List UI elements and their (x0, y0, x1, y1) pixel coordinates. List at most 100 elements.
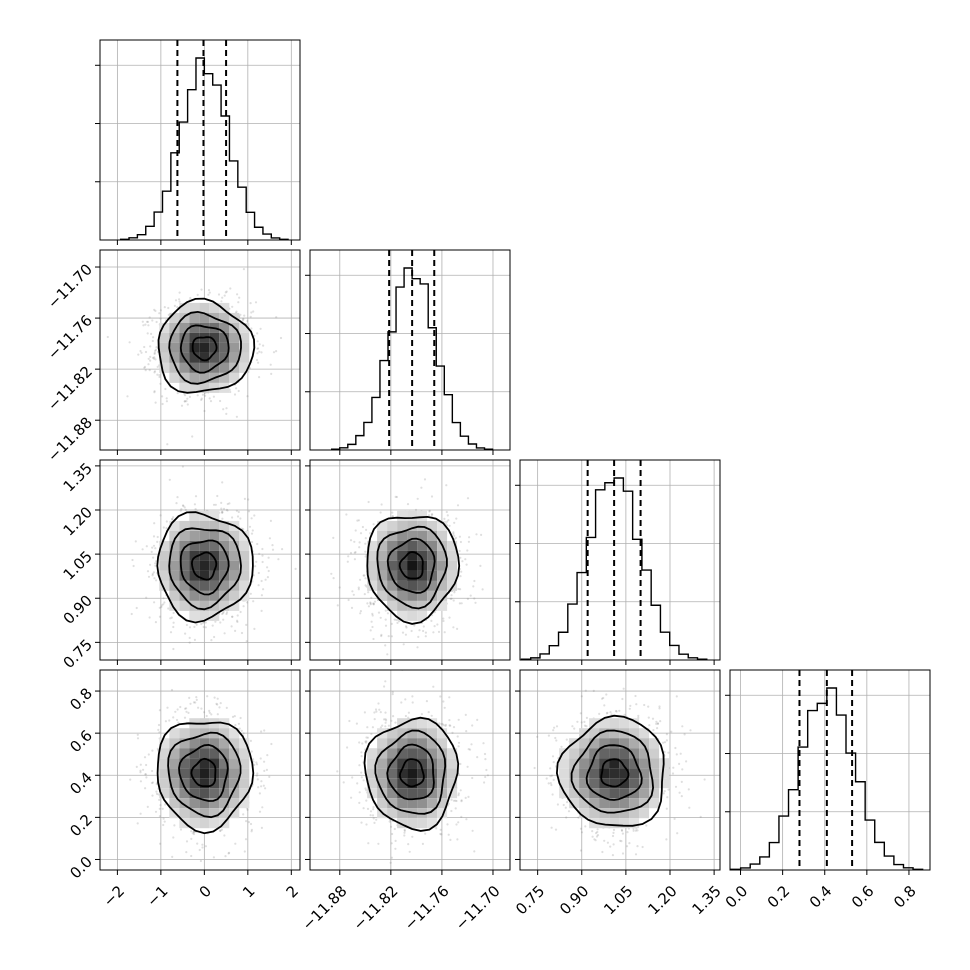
density-cell (377, 530, 388, 541)
sample-point (358, 741, 361, 744)
density-cell (199, 382, 210, 393)
sample-point (404, 633, 407, 636)
sample-point (191, 435, 194, 438)
sample-point (442, 700, 445, 703)
sample-point (216, 713, 219, 716)
sample-point (145, 776, 148, 779)
sample-point (384, 721, 387, 724)
sample-point (204, 845, 207, 848)
sample-point (367, 500, 370, 504)
density-cell (437, 600, 448, 611)
density-cell (437, 728, 448, 739)
density-cell (397, 530, 408, 541)
sample-point (403, 828, 406, 832)
sample-point (153, 371, 156, 374)
sample-point (246, 319, 249, 323)
contour-line (167, 731, 242, 819)
density-cell (367, 768, 378, 779)
density-cell (179, 570, 190, 581)
density-cell (209, 550, 220, 561)
y-tick-label: 0.0 (66, 853, 96, 883)
sample-point (658, 707, 661, 710)
sample-point (369, 532, 372, 535)
panel-frame (99, 669, 301, 871)
sample-point (154, 547, 157, 550)
sample-point (195, 698, 198, 702)
density-cell (199, 580, 210, 591)
density-cell (589, 818, 600, 829)
sample-point (579, 827, 583, 830)
sample-point (407, 843, 410, 846)
sample-point (234, 724, 237, 727)
sample-point (237, 510, 240, 514)
sample-point (189, 296, 192, 300)
density-cell (189, 312, 200, 323)
sample-point (185, 851, 188, 854)
sample-point (221, 510, 224, 513)
sample-point (465, 563, 468, 566)
sample-point (145, 763, 148, 767)
sample-point (221, 517, 224, 520)
sample-point (159, 309, 162, 312)
sample-point (236, 515, 240, 518)
sample-point (242, 268, 245, 271)
density-cell (629, 808, 640, 819)
sample-point (221, 612, 224, 616)
sample-point (145, 596, 148, 599)
density-cell (407, 540, 418, 551)
sample-point (621, 832, 625, 835)
sample-point (141, 548, 144, 551)
density-cell (209, 382, 220, 393)
sample-point (249, 739, 252, 743)
sample-point (459, 540, 462, 544)
density-cell (229, 758, 240, 769)
sample-point (364, 584, 367, 587)
sample-point (481, 588, 484, 591)
sample-point (372, 602, 375, 605)
sample-point (377, 702, 380, 705)
sample-point (580, 831, 584, 834)
contour-line (190, 551, 218, 581)
sample-point (460, 602, 463, 605)
sample-point (602, 696, 605, 700)
density-cell (407, 778, 418, 789)
sample-point (151, 356, 155, 359)
sample-point (615, 710, 618, 713)
sample-point (153, 370, 157, 373)
sample-point (211, 624, 214, 627)
sample-point (257, 347, 260, 350)
density-cell (229, 352, 240, 363)
sample-point (143, 756, 147, 759)
sample-point (172, 611, 175, 615)
density-cell (239, 738, 250, 749)
sample-point (261, 806, 264, 809)
sample-point (448, 724, 451, 727)
sample-point (663, 750, 666, 754)
density-cell (199, 758, 210, 769)
y-tick-label: 1.05 (60, 547, 96, 583)
sample-point (148, 369, 151, 372)
density-cell (589, 768, 600, 779)
sample-point (467, 540, 470, 543)
sample-point (260, 730, 263, 733)
density-cell (417, 590, 428, 601)
sample-point (612, 831, 615, 835)
sample-point (223, 632, 226, 635)
sample-point (255, 560, 258, 563)
density-cell (229, 808, 240, 819)
sample-point (665, 733, 669, 736)
sample-point (266, 576, 269, 579)
sample-point (553, 726, 556, 729)
sample-point (629, 704, 632, 708)
density-cell (199, 322, 210, 333)
sample-point (231, 615, 234, 618)
density-cell (219, 352, 230, 363)
sample-point (128, 341, 131, 344)
sample-point (611, 834, 615, 838)
density-cell (229, 600, 240, 611)
density-cell (189, 520, 200, 531)
sample-point (359, 532, 363, 535)
sample-point (213, 696, 216, 699)
sample-point (260, 785, 263, 788)
sample-point (621, 852, 625, 855)
